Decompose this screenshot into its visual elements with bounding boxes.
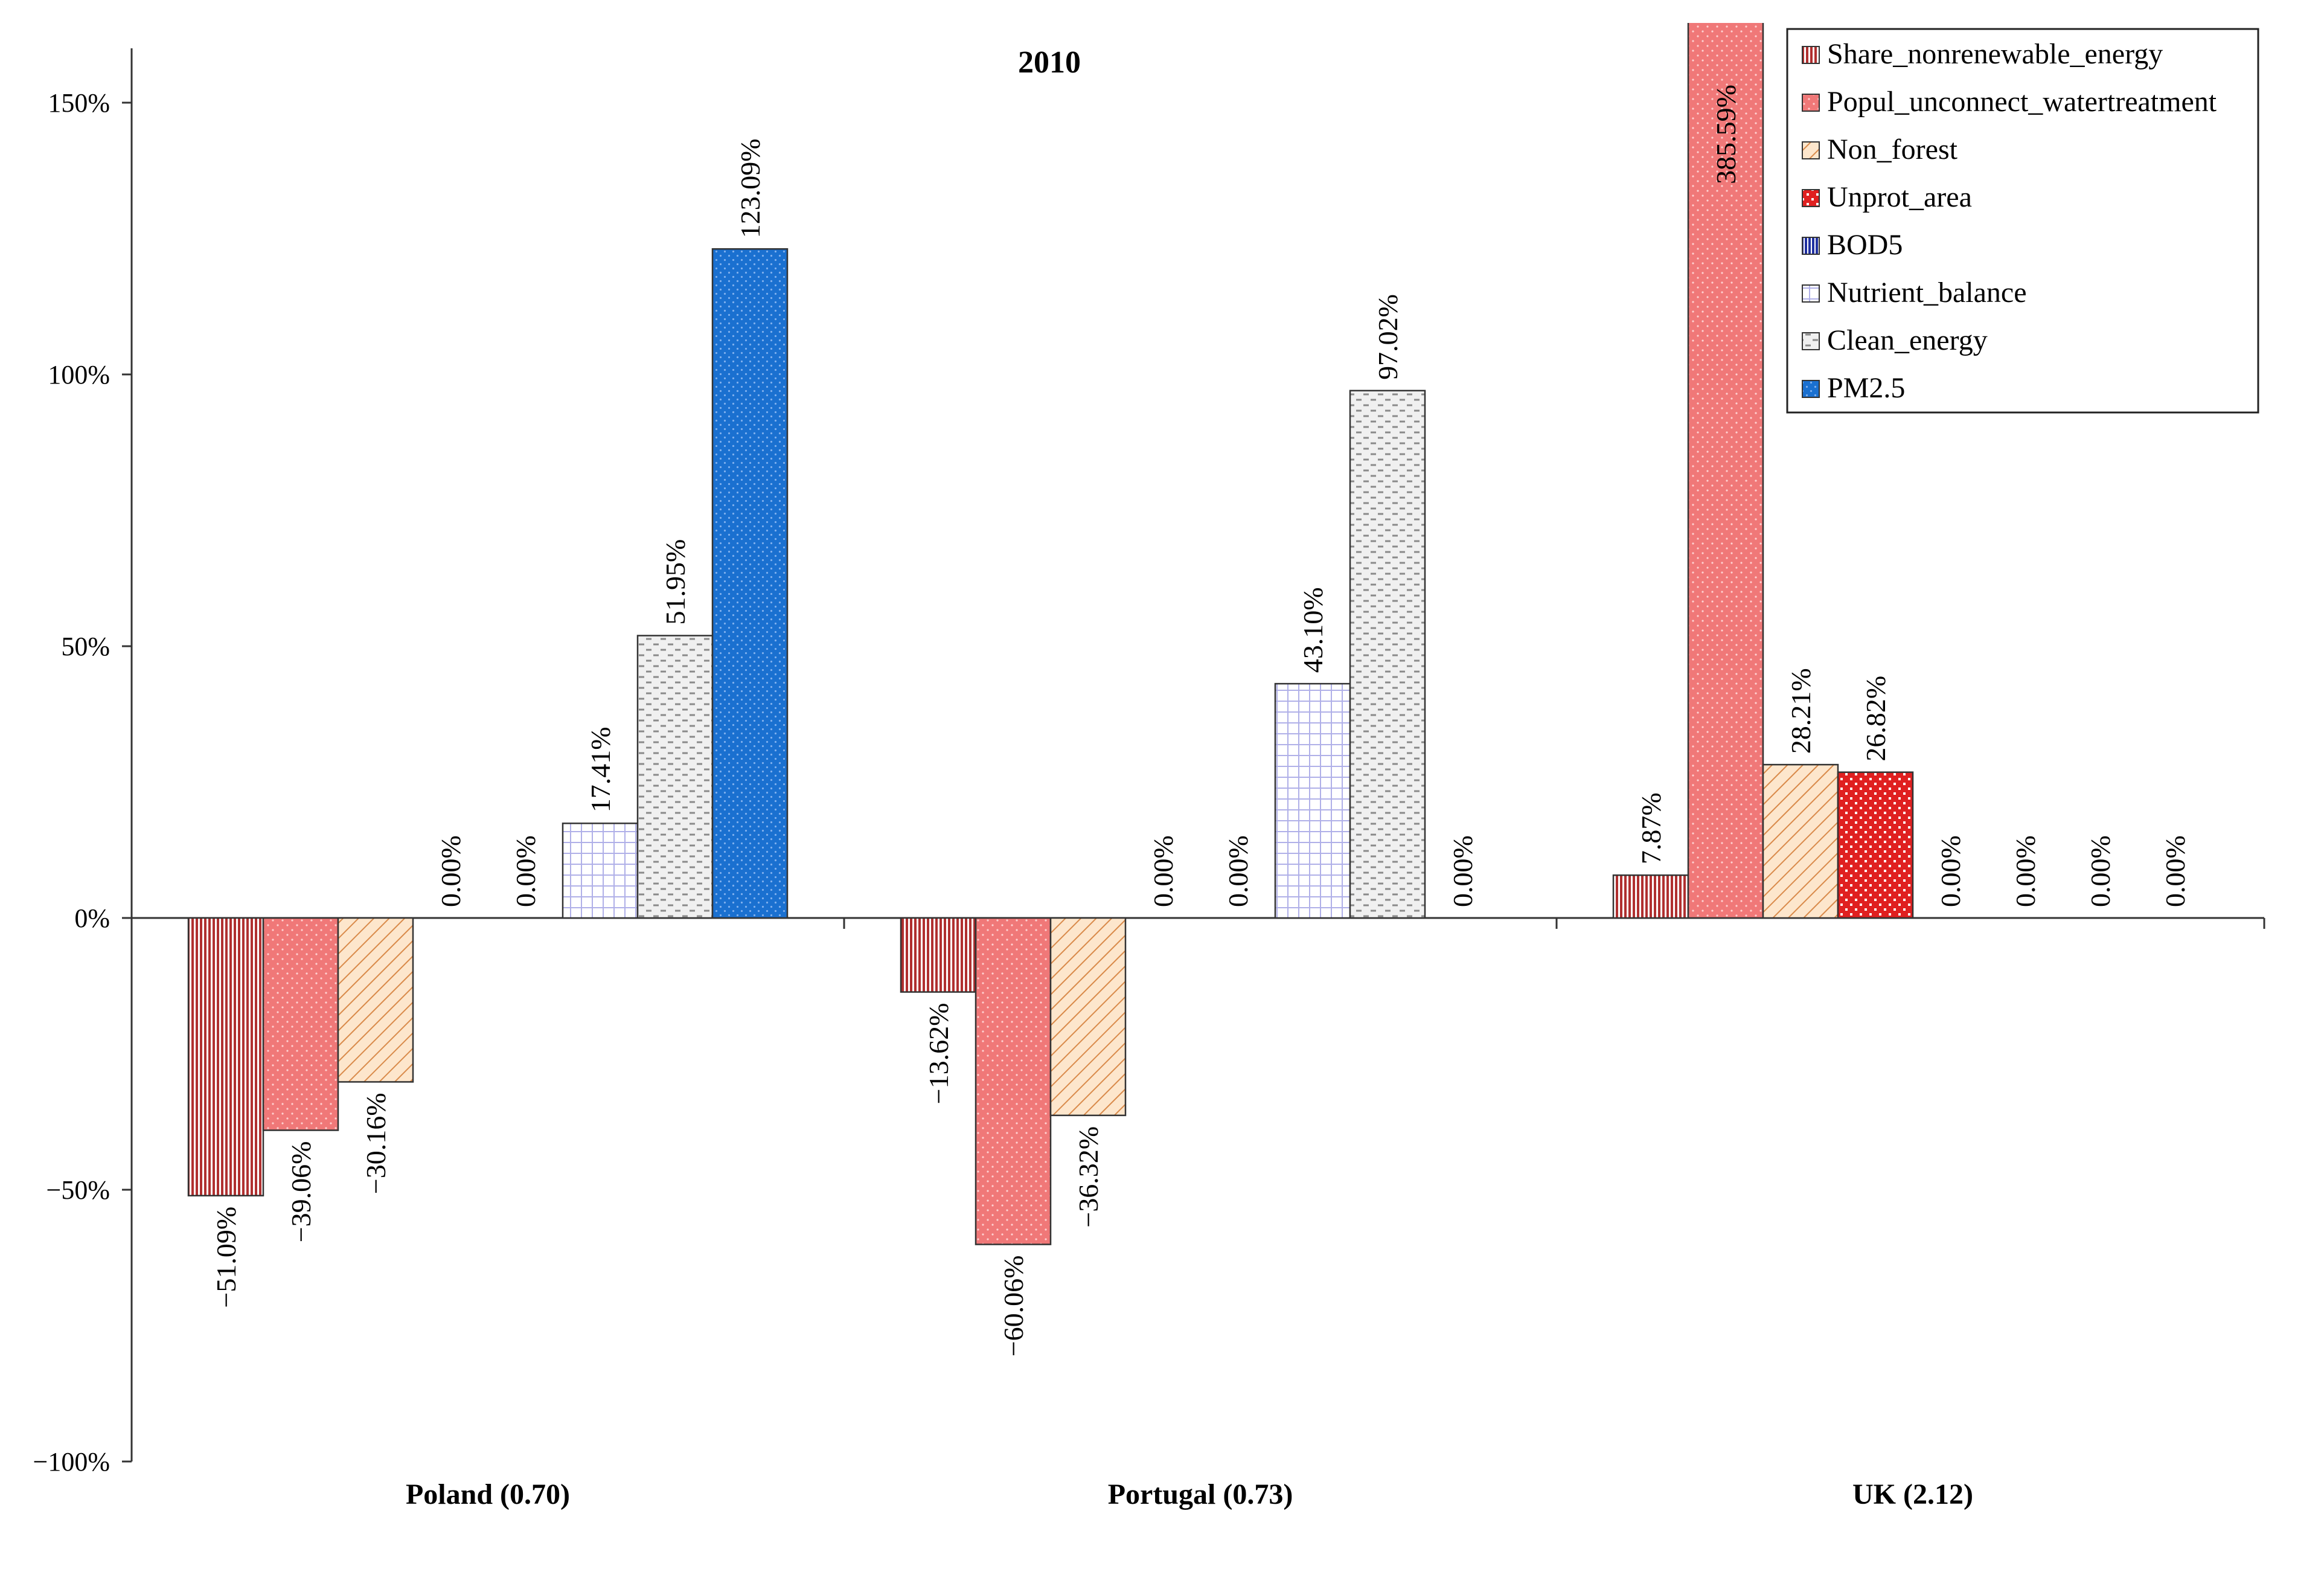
legend-entry: BOD5 xyxy=(1827,229,1903,261)
legend-entry: Share_nonrenewable_energy xyxy=(1827,38,2163,70)
bars xyxy=(187,23,1914,1245)
data-label: 0.00% xyxy=(1148,835,1179,907)
bar-popul-unconnect-watertreatment xyxy=(262,917,339,1131)
legend-swatch xyxy=(1802,332,1820,350)
legend: Share_nonrenewable_energy Popul_unconnect… xyxy=(1786,28,2259,414)
data-label: 7.87% xyxy=(1636,792,1666,864)
data-label: 0.00% xyxy=(1223,835,1253,907)
legend-entry: Popul_unconnect_watertreatment xyxy=(1827,86,2217,118)
data-label: 51.95% xyxy=(660,539,691,625)
bar-popul-unconnect-watertreatment xyxy=(975,917,1052,1245)
bar-share-nonrenewable-energy xyxy=(900,917,977,993)
data-label: −30.16% xyxy=(360,1093,391,1194)
data-label: 123.09% xyxy=(735,138,766,238)
legend-entry: Clean_energy xyxy=(1827,324,1988,356)
data-label: 0.00% xyxy=(435,835,466,907)
data-label: −36.32% xyxy=(1073,1126,1104,1228)
bar-non-forest xyxy=(1762,763,1839,919)
x-tick-label: Portugal (0.73) xyxy=(1108,1478,1293,1510)
data-label: 17.41% xyxy=(585,727,616,812)
x-tick-label: Poland (0.70) xyxy=(406,1478,570,1510)
data-labels: −51.09% −13.62% 7.87% −39.06% −60.06% 385.59%… xyxy=(211,85,2191,1356)
data-label: 43.10% xyxy=(1298,587,1328,673)
bar-share-nonrenewable-energy xyxy=(1612,874,1689,919)
bar-clean-energy xyxy=(1349,390,1426,919)
x-tick-label: UK (2.12) xyxy=(1852,1478,1973,1510)
data-label: 0.00% xyxy=(2010,835,2041,907)
data-label: 0.00% xyxy=(2085,835,2116,907)
y-tick-label: 150% xyxy=(48,88,110,118)
bar-share-nonrenewable-energy xyxy=(187,917,264,1197)
legend-swatch xyxy=(1802,141,1820,159)
legend-swatch xyxy=(1802,46,1820,64)
legend-box xyxy=(1786,28,2259,414)
bar-nutrient-balance xyxy=(562,823,639,919)
legend-swatch xyxy=(1802,380,1820,398)
data-label: 0.00% xyxy=(510,835,541,907)
bar-popul-unconnect-watertreatment xyxy=(1687,23,1764,919)
data-label: −13.62% xyxy=(923,1003,954,1105)
chart-title: 2010 xyxy=(1018,45,1081,80)
data-label: 28.21% xyxy=(1785,668,1816,754)
bar-pm2-5 xyxy=(711,248,789,919)
data-label: 26.82% xyxy=(1860,676,1891,762)
data-label: 97.02% xyxy=(1372,294,1403,380)
y-tick-label: 0% xyxy=(74,903,110,933)
data-label: −51.09% xyxy=(211,1207,242,1308)
legend-swatch xyxy=(1802,94,1820,112)
legend-swatch xyxy=(1802,189,1820,207)
bar-nutrient-balance xyxy=(1274,682,1351,919)
y-tick-label: −50% xyxy=(46,1175,110,1205)
axes: −100% −50% 0% 50% 100% 150% Poland (0.70) Portu… xyxy=(33,48,2265,1510)
data-label: −39.06% xyxy=(286,1141,316,1243)
y-tick-label: −100% xyxy=(33,1447,110,1477)
bar-non-forest xyxy=(1049,917,1127,1117)
data-label: 0.00% xyxy=(2160,835,2191,907)
legend-entry: PM2.5 xyxy=(1827,372,1905,404)
data-label: 385.59% xyxy=(1711,85,1741,184)
bar-unprot-area xyxy=(1837,771,1914,919)
y-tick-label: 100% xyxy=(48,360,110,390)
y-tick-label: 50% xyxy=(61,632,110,661)
data-label: 0.00% xyxy=(1447,835,1478,907)
legend-swatch xyxy=(1802,284,1820,303)
bar-clean-energy xyxy=(636,635,714,919)
data-label: 0.00% xyxy=(1935,835,1966,907)
legend-entry: Non_forest xyxy=(1827,133,1958,165)
bar-non-forest xyxy=(337,917,414,1083)
legend-entry: Nutrient_balance xyxy=(1827,277,2027,309)
legend-swatch xyxy=(1802,237,1820,255)
data-label: −60.06% xyxy=(998,1256,1029,1357)
legend-entry: Unprot_area xyxy=(1827,181,1972,213)
